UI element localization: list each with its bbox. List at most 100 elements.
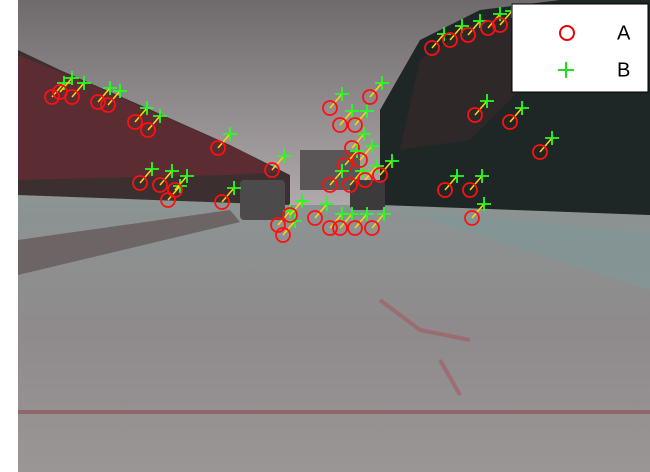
point-a: [275, 227, 291, 243]
point-b: [350, 144, 364, 158]
point-a: [282, 207, 298, 223]
match-line: [329, 170, 343, 186]
point-b: [377, 207, 391, 221]
point-a: [322, 220, 338, 236]
legend-label: B: [617, 59, 630, 81]
point-a: [424, 40, 440, 56]
match-line: [444, 175, 458, 191]
match-line: [217, 133, 231, 149]
point-b: [227, 181, 241, 195]
point-b: [165, 164, 179, 178]
point-a: [307, 210, 323, 226]
point-a: [460, 27, 476, 43]
match-line: [97, 87, 111, 103]
point-b: [480, 94, 494, 108]
match-line: [509, 107, 523, 123]
match-line: [329, 93, 343, 109]
point-b: [77, 76, 91, 90]
match-line: [344, 150, 358, 166]
point-b: [545, 131, 559, 145]
legend: A B: [511, 3, 649, 93]
point-a: [44, 89, 60, 105]
point-a: [464, 210, 480, 226]
point-a: [167, 182, 183, 198]
point-a: [462, 182, 478, 198]
match-line: [139, 168, 153, 184]
point-a: [322, 177, 338, 193]
point-a: [100, 97, 116, 113]
match-line: [371, 213, 385, 229]
point-a: [480, 20, 496, 36]
point-b: [335, 87, 349, 101]
match-line: [469, 175, 483, 191]
match-line: [59, 77, 73, 93]
match-line: [282, 220, 296, 236]
point-b: [385, 154, 399, 168]
point-b: [370, 159, 384, 173]
match-line: [329, 213, 343, 229]
point-a: [357, 172, 373, 188]
point-a: [270, 217, 286, 233]
match-line: [359, 145, 373, 161]
point-b: [477, 197, 491, 211]
legend-marker-b: [558, 62, 574, 78]
feature-matches: [44, 4, 559, 243]
point-a: [347, 220, 363, 236]
point-a: [214, 194, 230, 210]
match-line: [147, 115, 161, 131]
point-a: [337, 157, 353, 173]
match-line: [471, 203, 485, 219]
point-a: [344, 140, 360, 156]
match-line: [107, 90, 121, 106]
point-b: [295, 194, 309, 208]
point-a: [332, 220, 348, 236]
point-a: [90, 94, 106, 110]
point-b: [140, 101, 154, 115]
point-b: [360, 207, 374, 221]
match-line: [351, 133, 365, 149]
point-a: [342, 177, 358, 193]
point-b: [345, 104, 359, 118]
point-b: [335, 164, 349, 178]
point-b: [223, 127, 237, 141]
point-b: [357, 127, 371, 141]
match-line: [354, 110, 368, 126]
point-a: [264, 162, 280, 178]
point-a: [152, 177, 168, 193]
match-line: [134, 107, 148, 123]
point-b: [277, 149, 291, 163]
point-a: [322, 100, 338, 116]
match-line: [499, 10, 513, 26]
match-line: [354, 213, 368, 229]
match-line: [314, 203, 328, 219]
point-a: [362, 89, 378, 105]
point-b: [320, 197, 334, 211]
point-b: [180, 169, 194, 183]
point-a: [532, 144, 548, 160]
point-b: [145, 162, 159, 176]
match-line: [289, 200, 303, 216]
match-line: [71, 82, 85, 98]
match-line: [431, 33, 445, 49]
point-a: [437, 182, 453, 198]
match-line: [364, 165, 378, 181]
point-b: [345, 207, 359, 221]
match-line: [339, 110, 353, 126]
legend-label: A: [617, 22, 631, 44]
point-a: [132, 175, 148, 191]
match-line: [221, 187, 235, 203]
point-b: [103, 81, 117, 95]
match-line: [369, 82, 383, 98]
match-line: [379, 160, 393, 176]
match-line: [474, 100, 488, 116]
point-a: [352, 152, 368, 168]
point-a: [364, 220, 380, 236]
match-line: [167, 185, 181, 201]
point-b: [365, 139, 379, 153]
point-b: [65, 71, 79, 85]
match-line: [271, 155, 285, 171]
match-line: [339, 213, 353, 229]
match-line: [449, 25, 463, 41]
match-line: [159, 170, 173, 186]
